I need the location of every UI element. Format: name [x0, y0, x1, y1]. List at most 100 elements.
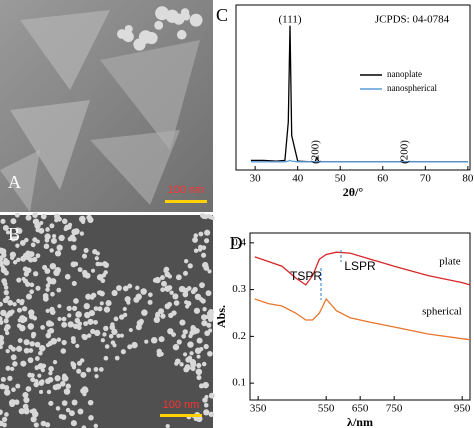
particle: [86, 367, 92, 373]
particle: [19, 324, 26, 332]
particle: [196, 354, 201, 359]
particle: [116, 285, 122, 291]
particle: [202, 381, 209, 389]
sphere: [117, 29, 127, 39]
particle: [166, 301, 173, 308]
particle: [56, 337, 62, 342]
particle: [54, 375, 61, 382]
particle: [206, 311, 212, 316]
particle: [3, 289, 9, 296]
particle: [16, 298, 21, 304]
particle: [167, 274, 173, 279]
particle: [196, 337, 203, 344]
particle: [176, 339, 182, 345]
particle: [16, 307, 22, 313]
particle: [160, 287, 166, 293]
particle: [185, 365, 191, 371]
particle: [49, 309, 56, 315]
particle: [24, 237, 29, 243]
particle: [202, 306, 207, 312]
particle: [81, 334, 88, 341]
legend-label: nanospherical: [387, 83, 437, 93]
particle: [131, 341, 138, 349]
particle: [77, 408, 84, 415]
particle: [31, 333, 36, 339]
particle: [93, 306, 99, 311]
particle: [45, 283, 51, 288]
panel-label: D: [230, 233, 243, 253]
particle: [21, 306, 28, 312]
panel-label: A: [8, 172, 21, 192]
particle: [61, 339, 67, 346]
particle: [10, 236, 17, 242]
particle: [39, 220, 44, 226]
particle: [55, 406, 61, 411]
particle: [41, 363, 47, 369]
particle: [185, 356, 192, 363]
x-tick-label: 40: [292, 173, 304, 185]
particle: [183, 352, 188, 357]
particle: [45, 227, 50, 232]
sphere: [124, 25, 133, 34]
particle: [83, 302, 90, 310]
particle: [16, 257, 21, 263]
particle: [30, 373, 35, 378]
particle: [67, 321, 74, 328]
series-line: [254, 251, 471, 286]
particle: [27, 357, 34, 364]
particle: [167, 328, 174, 335]
particle: [32, 212, 38, 219]
particle: [3, 270, 9, 276]
particle: [122, 306, 127, 312]
series-line: [250, 25, 468, 163]
particle: [32, 218, 40, 225]
particle: [29, 282, 35, 288]
particle: [161, 280, 167, 287]
particle: [30, 242, 36, 248]
particle: [93, 366, 99, 372]
particle: [63, 388, 71, 395]
particle: [112, 343, 117, 348]
particle: [4, 323, 11, 331]
particle: [45, 308, 50, 314]
particle: [5, 230, 10, 235]
particle: [4, 412, 9, 417]
particle: [0, 218, 6, 224]
particle: [38, 389, 44, 395]
particle: [74, 317, 81, 324]
particle: [0, 301, 3, 307]
particle: [5, 365, 11, 371]
particle: [82, 269, 88, 276]
particle: [21, 276, 26, 282]
particle: [86, 333, 92, 338]
particle: [179, 362, 184, 367]
particle: [12, 302, 17, 307]
particle: [148, 292, 153, 298]
particle: [54, 250, 62, 257]
x-tick-label: 80: [462, 173, 474, 185]
particle: [34, 365, 39, 371]
particle: [32, 237, 38, 243]
particle: [194, 328, 200, 334]
particle: [103, 355, 109, 361]
particle: [40, 213, 47, 220]
sphere: [145, 31, 158, 45]
particle: [23, 271, 30, 277]
panel-label: B: [8, 224, 20, 244]
particle: [52, 234, 57, 239]
particle: [140, 288, 147, 295]
particle: [3, 259, 10, 266]
particle: [182, 329, 188, 335]
particle: [1, 278, 7, 284]
scale-bar-label: 100 nm: [163, 399, 200, 411]
particle: [190, 361, 197, 368]
particle: [64, 224, 70, 231]
x-tick-label: 30: [250, 173, 262, 185]
particle: [25, 255, 31, 261]
particle: [64, 273, 71, 280]
particle: [55, 383, 62, 390]
particle: [4, 313, 10, 319]
particle: [76, 325, 82, 331]
particle: [61, 218, 68, 225]
particle: [85, 294, 91, 300]
